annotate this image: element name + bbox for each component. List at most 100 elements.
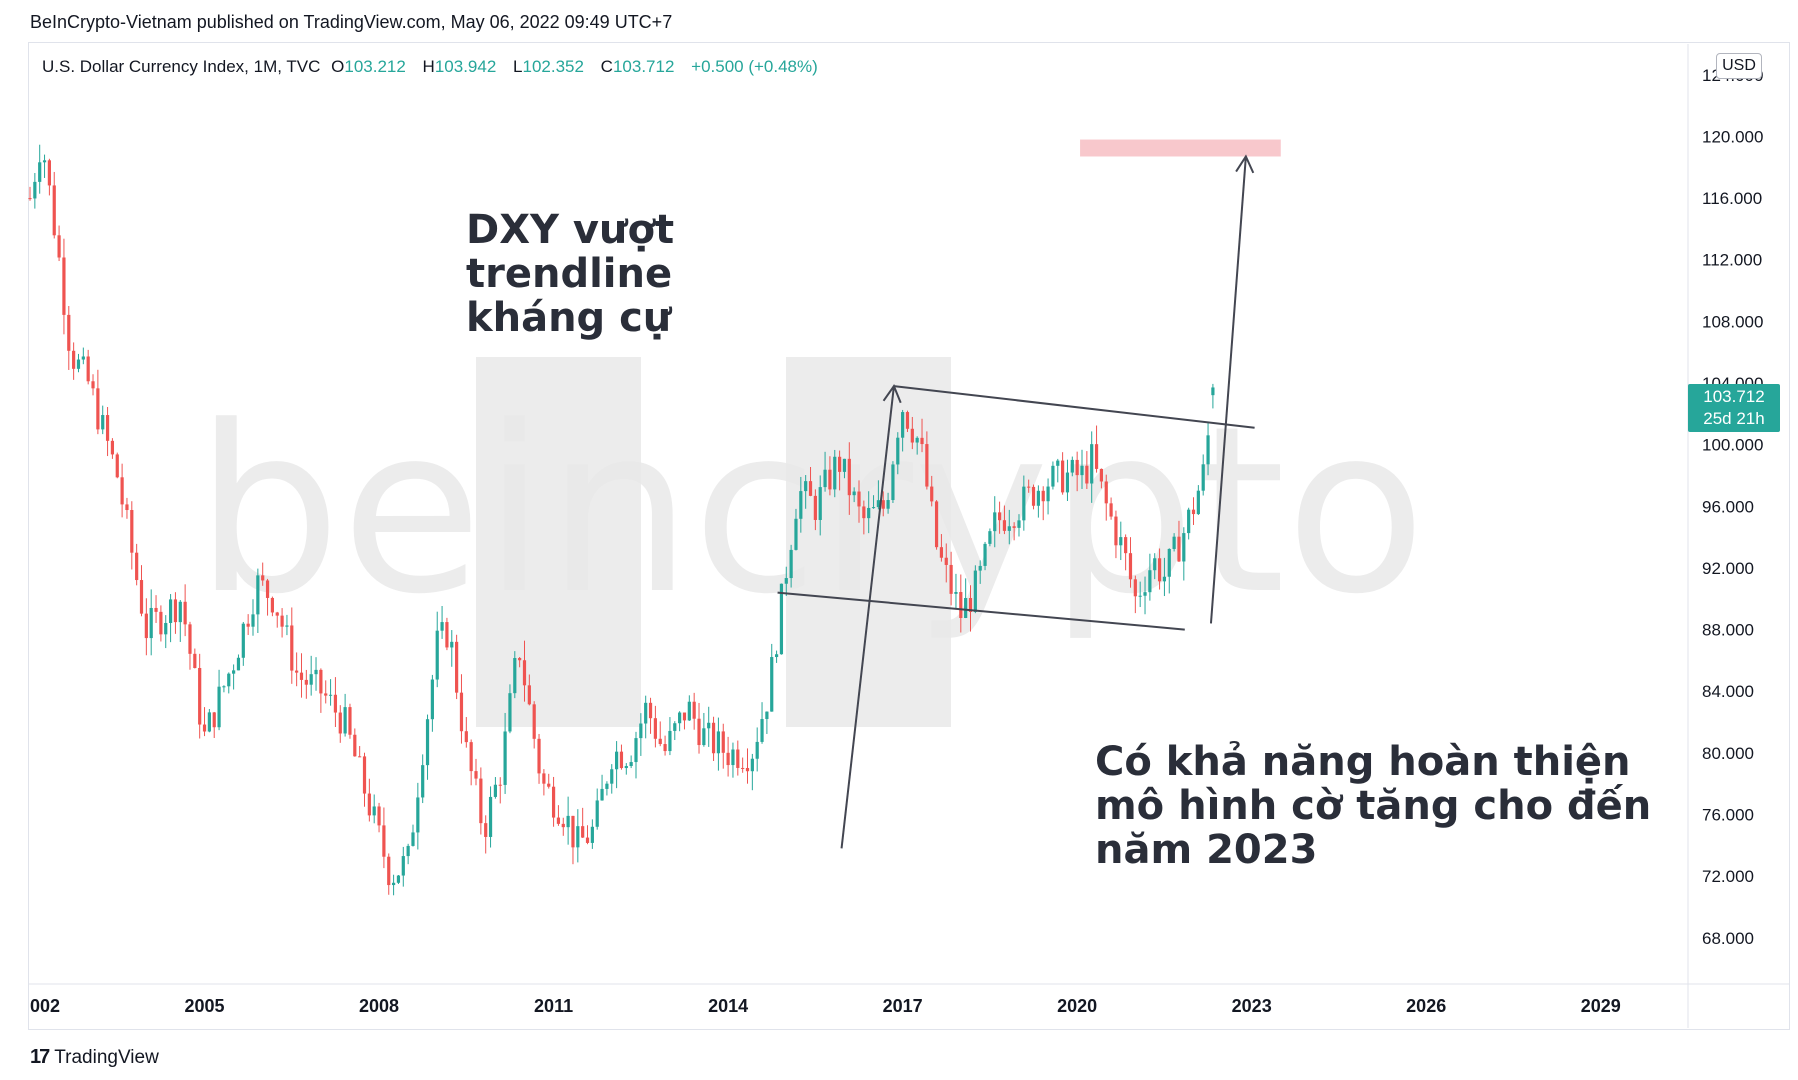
candle-body bbox=[857, 491, 861, 507]
candle-body bbox=[130, 510, 134, 553]
candle-body bbox=[1119, 537, 1123, 546]
candle-body bbox=[973, 570, 977, 612]
candle-body bbox=[62, 257, 66, 315]
footer-branding: 17 TradingView bbox=[30, 1046, 159, 1069]
footer-brand-text: TradingView bbox=[54, 1046, 159, 1068]
candle-body bbox=[188, 624, 192, 654]
candle-body bbox=[726, 752, 730, 766]
symbol-label[interactable]: U.S. Dollar Currency Index, 1M, TVC bbox=[42, 57, 321, 76]
candle-body bbox=[38, 162, 42, 182]
candle-body bbox=[1182, 533, 1186, 562]
last-price-tag: 103.712 25d 21h bbox=[1688, 384, 1780, 432]
candle-body bbox=[513, 658, 517, 694]
y-tick-label: 72.000 bbox=[1702, 867, 1754, 886]
candle-body bbox=[198, 667, 202, 725]
candle-body bbox=[91, 381, 95, 389]
candle-body bbox=[178, 601, 182, 623]
candle-body bbox=[440, 622, 444, 631]
candle-body bbox=[377, 806, 381, 826]
candle-body bbox=[779, 583, 784, 655]
candle-body bbox=[731, 749, 735, 766]
candle-body bbox=[265, 580, 270, 598]
candle-body bbox=[547, 783, 551, 787]
candle-body bbox=[658, 738, 662, 745]
candle-body bbox=[401, 856, 405, 876]
high-label: H bbox=[422, 57, 435, 76]
candle-body bbox=[925, 444, 929, 487]
candle-body bbox=[372, 806, 376, 816]
candle-body bbox=[110, 440, 115, 455]
candle-body bbox=[934, 501, 939, 548]
candle-body bbox=[362, 756, 367, 794]
candle-body bbox=[1046, 486, 1050, 502]
candle-body bbox=[503, 731, 507, 785]
candle-body bbox=[988, 531, 992, 544]
candle-body bbox=[1211, 387, 1215, 396]
candle-body bbox=[1036, 490, 1040, 506]
candle-body bbox=[833, 456, 837, 490]
candle-body bbox=[532, 704, 536, 739]
x-tick-label: 2005 bbox=[185, 996, 225, 1016]
lower-trendline[interactable] bbox=[777, 591, 1185, 631]
candle-body bbox=[813, 495, 817, 520]
candle-body bbox=[707, 722, 711, 729]
candle-body bbox=[1187, 509, 1191, 534]
candle-body bbox=[915, 437, 919, 443]
x-tick-label: 2029 bbox=[1581, 996, 1621, 1016]
candle-body bbox=[750, 758, 754, 772]
candle-body bbox=[193, 653, 197, 668]
candle-body bbox=[227, 673, 231, 687]
candle-body bbox=[270, 597, 274, 613]
candle-body bbox=[542, 773, 546, 784]
candle-body bbox=[1167, 548, 1171, 577]
candle-body bbox=[978, 565, 982, 571]
candle-body bbox=[905, 412, 910, 429]
y-tick-label: 84.000 bbox=[1702, 682, 1754, 701]
low-value: 102.352 bbox=[522, 57, 584, 76]
candle-body bbox=[760, 719, 764, 742]
candle-body bbox=[794, 518, 798, 550]
candle-body bbox=[285, 625, 289, 627]
candle-body bbox=[1022, 486, 1026, 521]
candle-body bbox=[653, 718, 657, 739]
candle-body bbox=[76, 359, 81, 369]
target-zone[interactable] bbox=[1080, 139, 1281, 157]
currency-button[interactable]: USD bbox=[1716, 53, 1762, 79]
candle-body bbox=[1124, 537, 1128, 554]
candle-body bbox=[484, 823, 488, 837]
y-tick-label: 112.000 bbox=[1702, 251, 1762, 270]
candle-body bbox=[1070, 459, 1074, 473]
y-tick-label: 116.000 bbox=[1702, 189, 1762, 208]
candle-body bbox=[585, 837, 590, 843]
high-value: 103.942 bbox=[434, 57, 497, 76]
candle-body bbox=[784, 578, 788, 584]
candle-body bbox=[997, 512, 1002, 521]
upper-trendline[interactable] bbox=[893, 385, 1255, 429]
y-tick-label: 68.000 bbox=[1702, 929, 1754, 948]
candle-body bbox=[1027, 486, 1031, 488]
candle-body bbox=[1031, 486, 1036, 506]
candle-body bbox=[1177, 536, 1181, 562]
candle-body bbox=[1056, 460, 1060, 466]
candle-body bbox=[139, 580, 144, 614]
bar-countdown: 25d 21h bbox=[1703, 409, 1765, 428]
candle-body bbox=[445, 622, 449, 648]
candle-body bbox=[168, 599, 173, 623]
candle-body bbox=[648, 702, 653, 719]
flagpole-arrow[interactable] bbox=[840, 385, 895, 849]
candle-body bbox=[479, 778, 483, 824]
candle-body bbox=[852, 491, 856, 496]
candle-body bbox=[702, 728, 706, 746]
candle-body bbox=[527, 685, 531, 705]
candle-body bbox=[566, 815, 570, 828]
candle-body bbox=[149, 607, 153, 639]
target-arrow[interactable] bbox=[1209, 156, 1247, 624]
candle-body bbox=[324, 693, 328, 696]
candle-body bbox=[619, 751, 624, 769]
candle-body bbox=[1094, 444, 1099, 469]
x-tick-label: 2026 bbox=[1406, 996, 1446, 1016]
candle-body bbox=[1017, 520, 1021, 528]
close-label: C bbox=[600, 57, 613, 76]
flagpole-arrow-head bbox=[882, 384, 902, 404]
